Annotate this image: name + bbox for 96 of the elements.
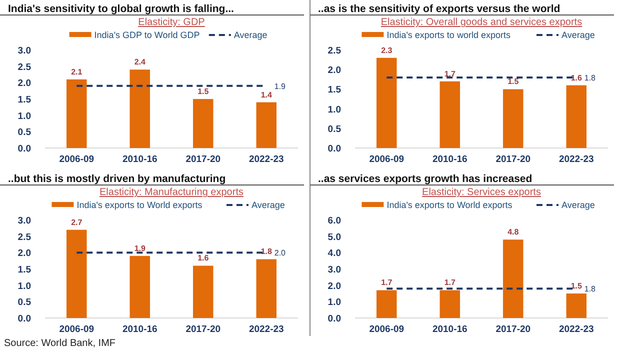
data-label: 4.8: [508, 228, 520, 237]
y-tick-label: 2.0: [18, 248, 31, 260]
x-tick-label: 2022-23: [248, 324, 284, 335]
x-tick-label: 2010-16: [432, 324, 468, 335]
bar: [376, 58, 397, 148]
chart-title: ..as services exports growth has increased: [318, 173, 532, 185]
chart-subtitle: Elasticity: Services exports: [422, 187, 541, 198]
legend-label: Average: [562, 200, 595, 210]
data-label: 1.5: [198, 87, 210, 96]
y-tick-label: 2.0: [18, 78, 31, 90]
legend-label: Average: [252, 200, 285, 210]
y-tick-label: 1.5: [18, 264, 32, 276]
legend-label: Average: [234, 30, 268, 40]
y-tick-label: 0.0: [328, 144, 341, 154]
chart-subtitle: Elasticity: Manufacturing exports: [100, 187, 244, 198]
x-tick-label: 2022-23: [558, 324, 594, 335]
x-tick-label: 2010-16: [432, 154, 468, 165]
y-tick-label: 1.0: [328, 297, 341, 308]
bar: [193, 99, 214, 148]
y-tick-label: 1.5: [328, 84, 342, 96]
y-tick-label: 2.5: [328, 46, 342, 56]
data-label: 2.0: [274, 248, 286, 258]
data-label: 1.9: [274, 82, 286, 91]
legend-label: India's exports to world exports: [386, 30, 511, 40]
y-tick-label: 1.5: [18, 94, 32, 106]
data-label: 2.3: [381, 46, 393, 55]
x-tick-label: 2017-20: [186, 154, 221, 165]
y-tick-label: 6.0: [328, 216, 341, 226]
y-tick-label: 2.0: [328, 280, 341, 292]
x-tick-label: 2017-20: [496, 324, 531, 335]
y-tick-label: 0.5: [328, 124, 342, 135]
bar: [566, 85, 586, 148]
data-label: 1.6: [198, 254, 210, 263]
bar: [440, 290, 460, 318]
x-tick-label: 2010-16: [122, 324, 158, 335]
data-label: 1.8: [584, 73, 596, 82]
bar: [66, 79, 87, 148]
y-tick-label: 0.5: [18, 297, 32, 308]
chart-subtitle: Elasticity: GDP: [138, 17, 206, 28]
chart-title: ..but this is mostly driven by manufacturing: [8, 173, 226, 185]
y-tick-label: 3.0: [18, 46, 31, 56]
y-tick-label: 0.0: [18, 144, 31, 154]
bar: [256, 102, 276, 148]
y-tick-label: 1.0: [328, 104, 341, 116]
y-tick-label: 2.0: [328, 65, 341, 76]
bar: [503, 89, 524, 148]
bar: [503, 240, 524, 318]
data-label: 1.5: [508, 77, 520, 86]
data-label: 1.5: [570, 282, 582, 290]
bar: [440, 81, 460, 148]
bar: [66, 230, 87, 318]
y-tick-label: 4.0: [328, 248, 341, 260]
x-tick-label: 2006-09: [369, 324, 404, 335]
y-tick-label: 3.0: [18, 216, 31, 226]
x-tick-label: 2010-16: [122, 154, 158, 165]
bar: [376, 290, 397, 318]
x-tick-label: 2022-23: [558, 154, 594, 165]
bar: [566, 294, 586, 318]
legend-label: Average: [562, 30, 595, 40]
y-tick-label: 1.0: [18, 110, 31, 122]
bar: [130, 256, 150, 318]
bar: [130, 70, 150, 148]
data-label: 1.8: [260, 247, 272, 256]
x-tick-label: 2006-09: [369, 154, 404, 165]
data-label: 2.7: [71, 218, 83, 227]
x-tick-label: 2022-23: [248, 154, 284, 165]
data-label: 1.8: [584, 284, 596, 294]
chart-title: India's sensitivity to global growth is falling...: [8, 3, 234, 15]
data-label: 2.4: [134, 58, 146, 67]
data-label: 1.7: [444, 69, 456, 78]
y-tick-label: 2.5: [18, 232, 32, 243]
legend-label: India's GDP to World GDP: [94, 30, 200, 40]
x-tick-label: 2017-20: [496, 154, 531, 165]
y-tick-label: 0.0: [328, 314, 341, 324]
chart-subtitle: Elasticity: Overall goods and services exports: [380, 17, 582, 28]
y-tick-label: 5.0: [328, 232, 341, 243]
bar: [193, 266, 214, 318]
y-tick-label: 2.5: [18, 62, 32, 73]
source-note: Source: World Bank, IMF: [4, 338, 116, 348]
y-tick-label: 0.0: [18, 314, 31, 324]
data-label: 1.7: [444, 278, 456, 288]
legend-label: India's exports to World exports: [76, 200, 203, 210]
chart-title: ..as is the sensitivity of exports versus the world: [318, 3, 560, 15]
x-tick-label: 2006-09: [59, 154, 94, 165]
y-tick-label: 3.0: [328, 264, 341, 276]
data-label: 1.9: [134, 244, 146, 253]
data-label: 1.6: [570, 73, 582, 82]
legend-label: India's exports to World exports: [386, 200, 513, 210]
bar: [256, 259, 276, 318]
data-label: 2.1: [71, 67, 83, 76]
x-tick-label: 2017-20: [186, 324, 221, 335]
y-tick-label: 1.0: [18, 280, 31, 292]
data-label: 1.4: [260, 90, 272, 100]
y-tick-label: 0.5: [18, 127, 32, 138]
x-tick-label: 2006-09: [59, 324, 94, 335]
data-label: 1.7: [381, 278, 393, 288]
